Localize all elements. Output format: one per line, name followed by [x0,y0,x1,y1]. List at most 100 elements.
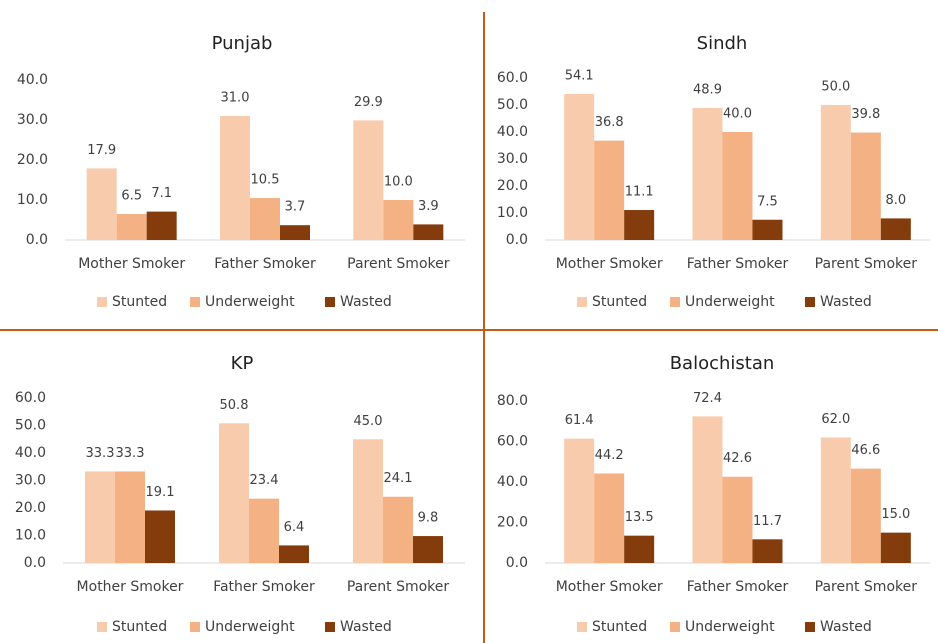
value-label: 45.0 [354,414,383,429]
value-label: 50.0 [821,80,850,95]
x-tick-label: Mother Smoker [78,256,185,272]
value-label: 50.8 [220,398,249,413]
legend-swatch [190,297,200,307]
x-tick-label: Mother Smoker [77,579,184,595]
value-label: 6.5 [121,189,142,204]
x-tick-label: Parent Smoker [815,579,918,595]
value-label: 33.3 [116,446,145,461]
bar [850,468,881,563]
value-label: 17.9 [87,143,116,158]
value-label: 9.8 [418,511,439,526]
y-tick-label: 0.0 [26,232,48,248]
y-tick-label: 10.0 [497,205,528,221]
value-label: 6.4 [284,520,305,535]
bar [594,140,625,240]
y-tick-label: 10.0 [17,192,48,208]
chart-title: KP [231,353,254,374]
value-label: 44.2 [595,448,624,463]
legend-label: Stunted [592,619,647,635]
y-tick-label: 40.0 [497,474,528,490]
bar [413,536,443,563]
value-label: 7.5 [757,194,778,209]
bar [850,132,881,240]
y-tick-label: 60.0 [497,434,528,450]
bar [752,219,783,240]
value-label: 40.0 [723,107,752,122]
x-tick-label: Father Smoker [687,579,789,595]
bar [624,210,655,240]
y-tick-label: 20.0 [15,500,46,516]
legend-label: Wasted [820,619,872,635]
legend-swatch [97,622,107,632]
chart-title: Sindh [697,33,748,54]
y-tick-label: 80.0 [497,393,528,409]
y-tick-label: 20.0 [497,178,528,194]
y-tick-label: 0.0 [24,555,46,571]
chart-title: Balochistan [670,353,775,374]
y-tick-label: 0.0 [506,232,528,248]
legend-swatch [670,297,680,307]
value-label: 19.1 [146,485,175,500]
legend-swatch [577,622,587,632]
value-label: 39.8 [851,107,880,122]
value-label: 42.6 [723,451,752,466]
value-label: 11.7 [753,514,782,529]
bar [85,471,115,563]
legend-label: Wasted [820,294,872,310]
x-tick-label: Parent Smoker [347,579,450,595]
x-tick-label: Mother Smoker [556,579,663,595]
y-tick-label: 40.0 [497,124,528,140]
legend-swatch [190,622,200,632]
x-tick-label: Father Smoker [213,579,315,595]
value-label: 33.3 [86,446,115,461]
legend-label: Wasted [340,294,392,310]
x-tick-label: Parent Smoker [347,256,450,272]
y-tick-label: 40.0 [17,72,48,88]
value-label: 3.9 [418,199,439,214]
bar [116,214,147,240]
value-label: 61.4 [565,413,594,428]
legend-swatch [325,297,335,307]
bar [594,473,625,563]
legend-label: Stunted [112,294,167,310]
bar [692,107,723,240]
bar [146,211,177,240]
legend-swatch [805,622,815,632]
value-label: 24.1 [384,471,413,486]
x-tick-label: Father Smoker [687,256,789,272]
bar [145,510,175,563]
legend-label: Underweight [205,294,295,310]
bar [250,198,280,240]
x-tick-label: Father Smoker [214,256,316,272]
value-label: 29.9 [354,95,383,110]
bar [279,545,309,563]
y-tick-label: 20.0 [17,152,48,168]
value-label: 46.6 [851,443,880,458]
bar [220,116,250,240]
legend-label: Stunted [592,294,647,310]
y-tick-label: 30.0 [15,473,46,489]
bar [413,224,444,240]
y-tick-label: 30.0 [17,112,48,128]
value-label: 72.4 [693,391,722,406]
bar [383,496,413,563]
value-label: 23.4 [250,473,279,488]
y-tick-label: 60.0 [497,70,528,86]
bar [115,471,145,563]
value-label: 8.0 [885,193,906,208]
bar [280,225,310,240]
y-tick-label: 20.0 [497,515,528,531]
legend-swatch [670,622,680,632]
bar [722,132,753,240]
bar [564,93,595,241]
value-label: 36.8 [595,115,624,130]
bar [880,532,911,563]
chart-title: Punjab [212,33,273,54]
bar [692,416,723,563]
legend-label: Underweight [685,619,775,635]
bar [722,476,753,563]
x-tick-label: Parent Smoker [815,256,918,272]
legend-label: Wasted [340,619,392,635]
y-tick-label: 50.0 [497,97,528,113]
